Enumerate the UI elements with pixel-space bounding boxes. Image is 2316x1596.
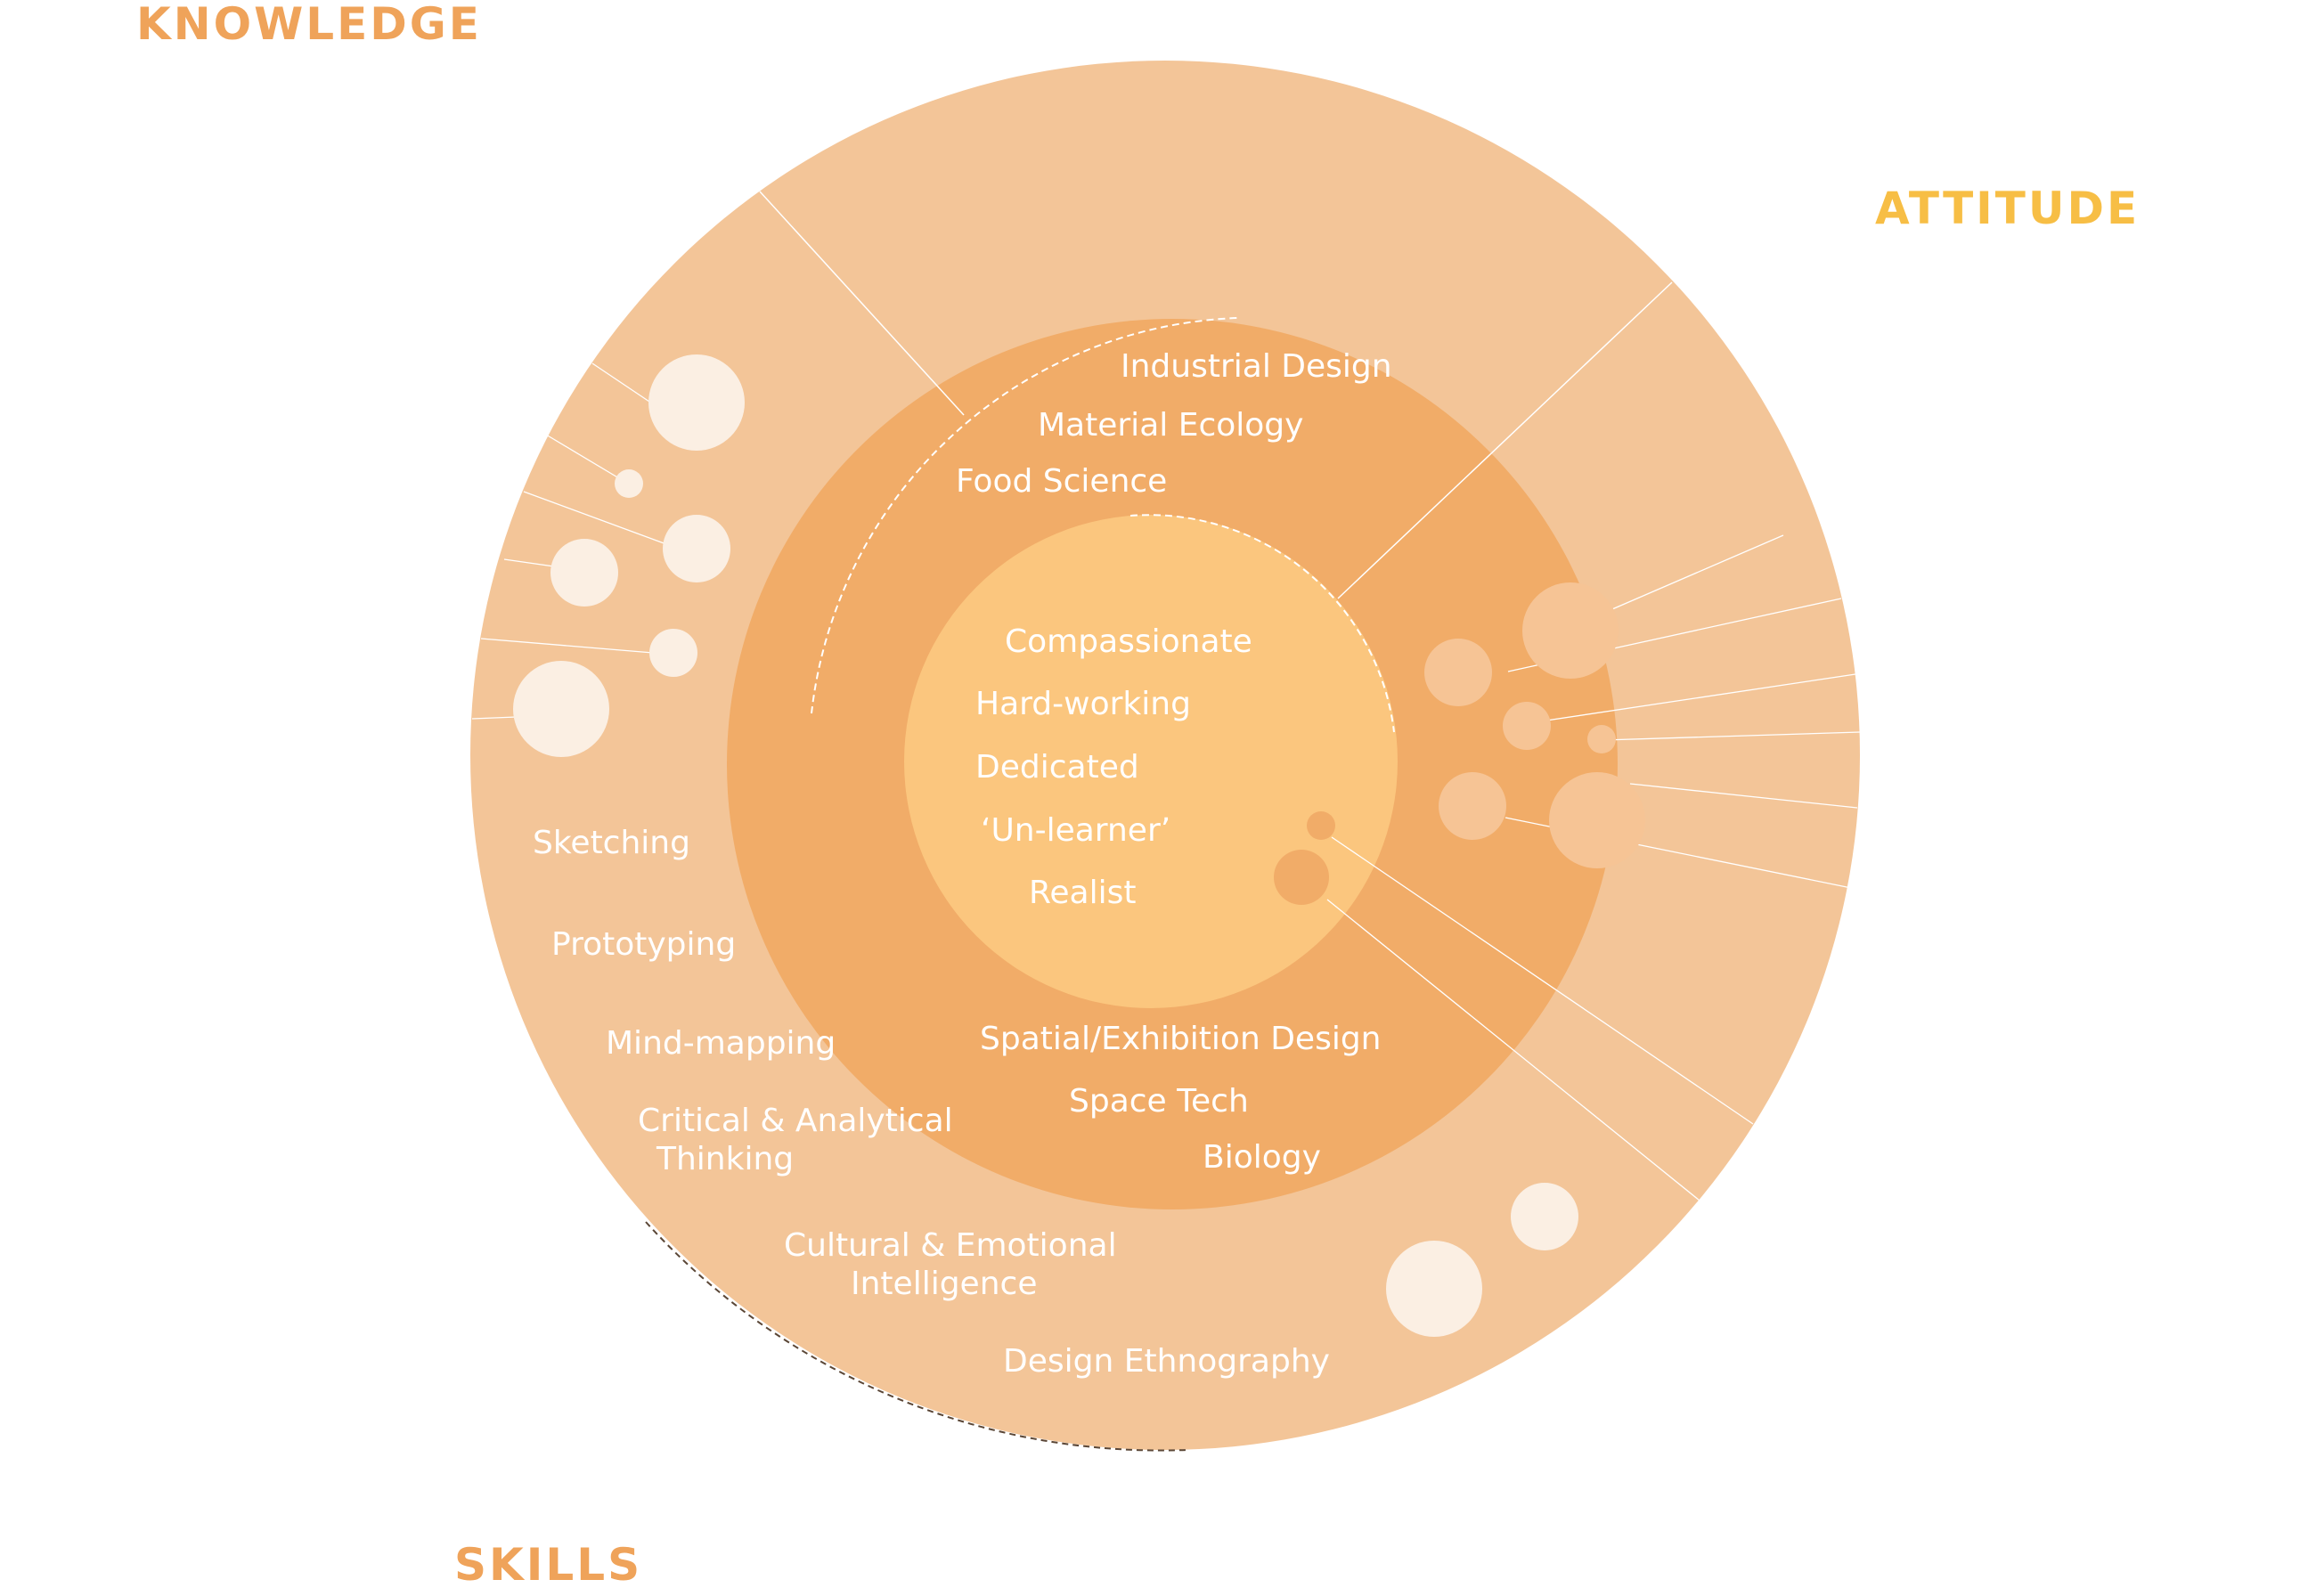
attitude-category-label: ATTITUDE — [1875, 183, 2141, 234]
attitude-inner-circle — [904, 515, 1398, 1008]
bubbles — [513, 354, 1645, 1337]
knowledge-item: Biology — [1203, 1139, 1321, 1176]
leader-line — [1602, 731, 1861, 741]
leader-lines — [471, 362, 1861, 1201]
knowledge-item: Food Science — [956, 463, 1167, 500]
skills-items: Sketching Prototyping Mind-mapping Criti… — [533, 825, 1330, 1380]
divider-line — [1337, 281, 1673, 599]
skills-item: Prototyping — [551, 926, 736, 963]
bubble-mid — [1424, 639, 1492, 706]
attitude-item: ‘Un-learner’ — [981, 812, 1170, 849]
skills-category-label: SKILLS — [454, 1539, 643, 1591]
knowledge-items: Industrial Design Material Ecology Food … — [956, 348, 1392, 1176]
bubble-mid — [1503, 702, 1551, 750]
bubble-light — [550, 539, 618, 607]
leader-line — [471, 716, 518, 720]
leader-line — [480, 638, 654, 654]
leader-line — [545, 434, 629, 484]
attitude-item: Realist — [1029, 875, 1136, 911]
bubble-light — [1511, 1183, 1578, 1250]
bubble-mid — [1587, 725, 1616, 753]
knowledge-item: Space Tech — [1069, 1083, 1249, 1120]
inner-circle-dashed-edge — [1129, 514, 1395, 733]
skills-item: Thinking — [656, 1141, 794, 1177]
attitude-item: Hard-working — [975, 686, 1191, 722]
leader-line — [1528, 673, 1856, 724]
knowledge-item: Industrial Design — [1121, 348, 1392, 385]
skills-item: Intelligence — [851, 1266, 1037, 1302]
bubble-light — [663, 515, 730, 582]
leader-line — [1331, 836, 1754, 1125]
bubble-light — [649, 629, 697, 677]
skills-item: Cultural & Emotional — [784, 1227, 1117, 1264]
leader-line — [1326, 899, 1700, 1201]
attitude-item: Compassionate — [1005, 623, 1252, 660]
bubble-dark — [1307, 811, 1335, 840]
bubble-mid — [1549, 772, 1645, 868]
leader-line — [591, 362, 656, 406]
leader-line — [1629, 783, 1858, 809]
skills-item: Critical & Analytical — [638, 1103, 953, 1139]
bubble-light — [615, 469, 643, 498]
knowledge-category-label: KNOWLEDGE — [136, 0, 482, 50]
outer-ring-dashed-edge — [645, 1221, 1188, 1452]
attitude-items: Compassionate Hard-working Dedicated ‘Un… — [975, 623, 1252, 911]
knowledge-item: Material Ecology — [1038, 407, 1303, 444]
leader-line — [523, 491, 667, 545]
bubble-mid — [1522, 582, 1619, 679]
bubble-dark — [1274, 850, 1329, 905]
divider-line — [759, 191, 965, 416]
bubble-light — [648, 354, 745, 451]
knowledge-item: Spatial/Exhibition Design — [980, 1021, 1382, 1057]
sector-dividers — [759, 191, 1673, 599]
attitude-item: Dedicated — [975, 749, 1139, 786]
middle-ring-dashed-edge — [811, 317, 1238, 714]
bubble-light — [1386, 1241, 1482, 1337]
bubble-mid — [1439, 772, 1506, 840]
bubble-light — [513, 661, 609, 757]
leader-line — [1611, 534, 1784, 610]
skills-item: Design Ethnography — [1003, 1343, 1330, 1380]
leader-line — [503, 558, 555, 567]
skills-item: Mind-mapping — [606, 1025, 836, 1062]
skills-item: Sketching — [533, 825, 690, 861]
